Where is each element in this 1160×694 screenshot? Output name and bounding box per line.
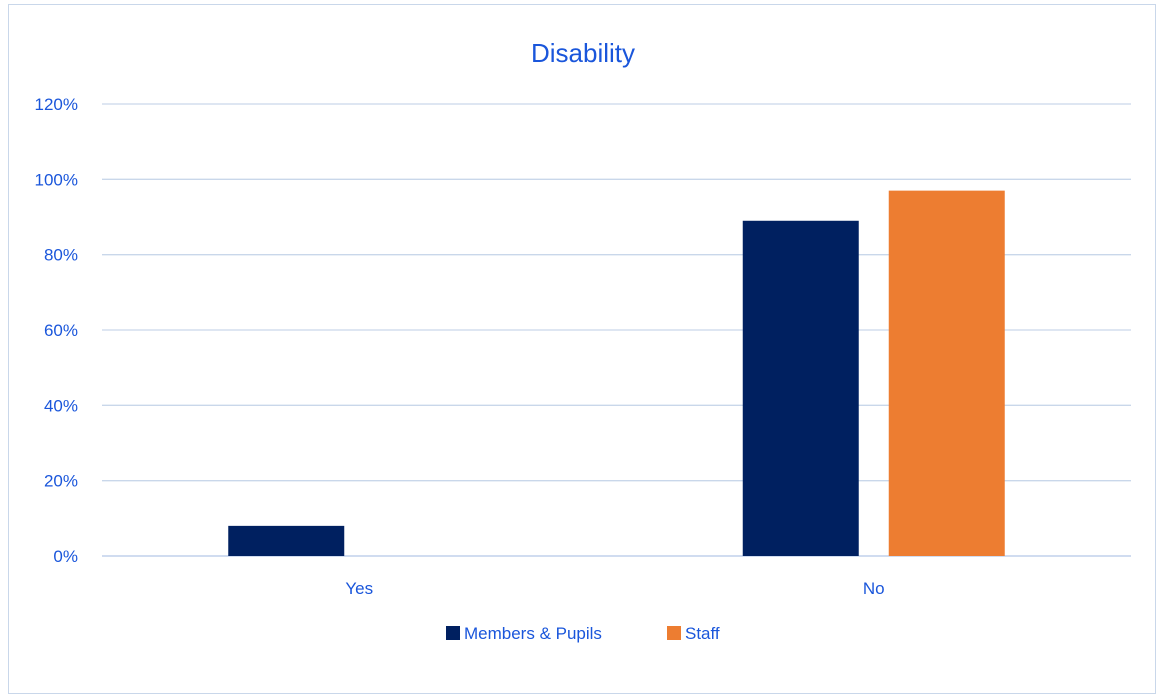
y-axis-tick-labels: 0% 20% 40% 60% 80% 100% 120% [35, 95, 78, 566]
legend-label: Members & Pupils [464, 624, 602, 643]
x-axis-tick-labels: Yes No [345, 579, 884, 598]
y-tick-label: 20% [44, 472, 78, 491]
x-tick-label: Yes [345, 579, 373, 598]
bar-staff-no [888, 190, 1005, 556]
y-tick-label: 120% [35, 95, 78, 114]
legend-swatch [446, 626, 460, 640]
bars [228, 190, 1005, 556]
legend: Members & Pupils Staff [446, 624, 720, 643]
y-tick-label: 40% [44, 396, 78, 415]
chart-title: Disability [531, 38, 635, 68]
bar-chart: Disability 0%20%40%60%80%100%120% Yes No … [35, 38, 1131, 643]
y-tick-label: 100% [35, 170, 78, 189]
legend-label: Staff [685, 624, 720, 643]
bar-members-pupils-yes [228, 525, 345, 556]
y-tick-label: 60% [44, 321, 78, 340]
y-tick-label: 80% [44, 246, 78, 265]
bar-members-pupils-no [742, 220, 859, 556]
y-tick-label: 0% [53, 547, 78, 566]
legend-swatch [667, 626, 681, 640]
x-tick-label: No [863, 579, 885, 598]
